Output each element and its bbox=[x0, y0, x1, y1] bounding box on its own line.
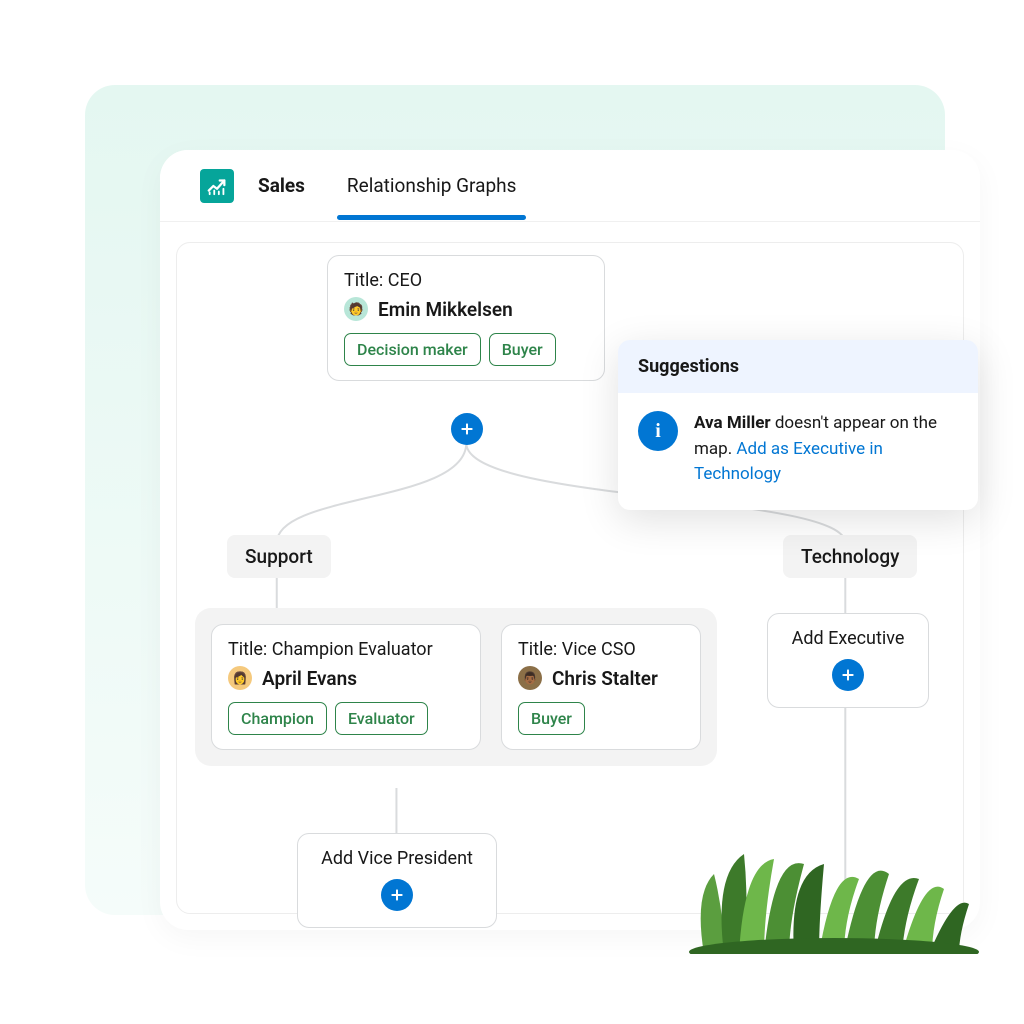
grass-decoration bbox=[684, 824, 984, 954]
badge-decision-maker: Decision maker bbox=[344, 333, 481, 366]
badge-evaluator: Evaluator bbox=[335, 702, 428, 735]
plus-icon bbox=[840, 667, 856, 683]
add-card-label: Add Vice President bbox=[318, 848, 476, 869]
avatar: 👩 bbox=[228, 666, 252, 690]
add-vp-card[interactable]: Add Vice President bbox=[297, 833, 497, 928]
badge-buyer: Buyer bbox=[518, 702, 585, 735]
node-april[interactable]: Title: Champion Evaluator 👩 April Evans … bbox=[211, 624, 481, 750]
info-icon: i bbox=[638, 411, 678, 451]
popover-header: Suggestions bbox=[618, 340, 978, 393]
node-chris[interactable]: Title: Vice CSO 👨🏾 Chris Stalter Buyer bbox=[501, 624, 701, 750]
node-ceo[interactable]: Title: CEO 🧑 Emin Mikkelsen Decision mak… bbox=[327, 255, 605, 381]
add-card-label: Add Executive bbox=[788, 628, 908, 649]
suggestion-text: Ava Miller doesn't appear on the map. Ad… bbox=[694, 411, 958, 488]
plus-icon bbox=[459, 421, 475, 437]
avatar: 🧑 bbox=[344, 297, 368, 321]
sales-app-icon bbox=[200, 169, 234, 203]
tab-sales[interactable]: Sales bbox=[252, 152, 311, 219]
add-executive-button[interactable] bbox=[832, 659, 864, 691]
group-label-support[interactable]: Support bbox=[227, 535, 331, 578]
group-label-technology[interactable]: Technology bbox=[783, 535, 917, 578]
plus-icon bbox=[389, 887, 405, 903]
node-title: Title: CEO bbox=[344, 270, 588, 291]
node-title: Title: Vice CSO bbox=[518, 639, 684, 660]
tab-bar: Sales Relationship Graphs bbox=[160, 150, 980, 222]
avatar: 👨🏾 bbox=[518, 666, 542, 690]
person-name: Emin Mikkelsen bbox=[378, 298, 513, 321]
suggestion-person: Ava Miller bbox=[694, 413, 771, 433]
badges: Decision maker Buyer bbox=[344, 333, 588, 366]
add-executive-card[interactable]: Add Executive bbox=[767, 613, 929, 708]
node-title: Title: Champion Evaluator bbox=[228, 639, 464, 660]
suggestions-popover: Suggestions i Ava Miller doesn't appear … bbox=[618, 340, 978, 510]
person-name: Chris Stalter bbox=[552, 667, 658, 690]
badge-buyer: Buyer bbox=[489, 333, 556, 366]
add-child-button[interactable] bbox=[451, 413, 483, 445]
main-panel: Sales Relationship Graphs Title: CEO 🧑 E… bbox=[160, 150, 980, 930]
person-name: April Evans bbox=[262, 667, 357, 690]
tab-relationship-graphs[interactable]: Relationship Graphs bbox=[341, 152, 522, 219]
badge-champion: Champion bbox=[228, 702, 327, 735]
name-row: 🧑 Emin Mikkelsen bbox=[344, 297, 588, 321]
add-vp-button[interactable] bbox=[381, 879, 413, 911]
group-support: Title: Champion Evaluator 👩 April Evans … bbox=[195, 608, 717, 766]
